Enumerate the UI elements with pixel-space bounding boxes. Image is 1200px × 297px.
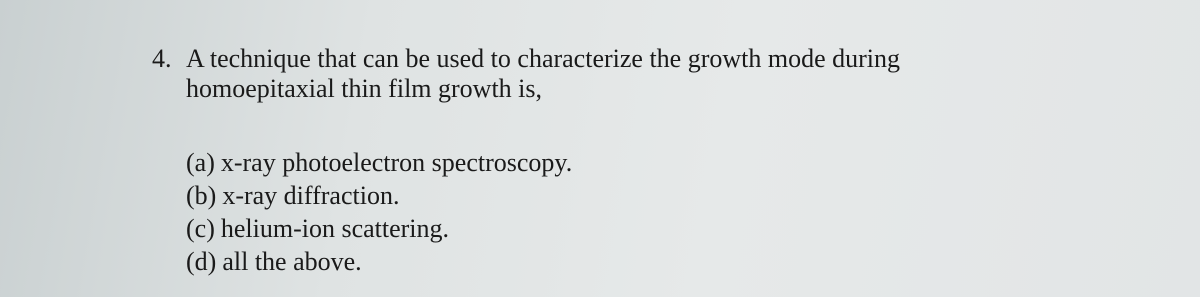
option-text: all the above.: [222, 247, 362, 276]
option-text: helium-ion scattering.: [220, 214, 450, 243]
options: (a) x-ray photoelectron spectroscopy. (b) x…: [186, 146, 572, 278]
option-label: (b): [186, 181, 217, 210]
option: (b) x-ray diffraction.: [186, 179, 572, 212]
option: (c) helium-ion scattering.: [186, 212, 572, 245]
option: (d) all the above.: [186, 245, 572, 278]
option-text: x-ray diffraction.: [222, 181, 400, 210]
option-label: (c): [186, 214, 215, 243]
question-line: A technique that can be used to characte…: [186, 44, 901, 73]
option-label: (a): [186, 148, 215, 177]
question-text: A technique that can be used to characte…: [186, 44, 1006, 104]
question-line: homoepitaxial thin film growth is,: [186, 74, 543, 103]
option-text: x-ray photoelectron spectroscopy.: [220, 148, 573, 177]
question-number: 4.: [152, 44, 172, 73]
option-label: (d): [186, 247, 217, 276]
option: (a) x-ray photoelectron spectroscopy.: [186, 146, 572, 179]
